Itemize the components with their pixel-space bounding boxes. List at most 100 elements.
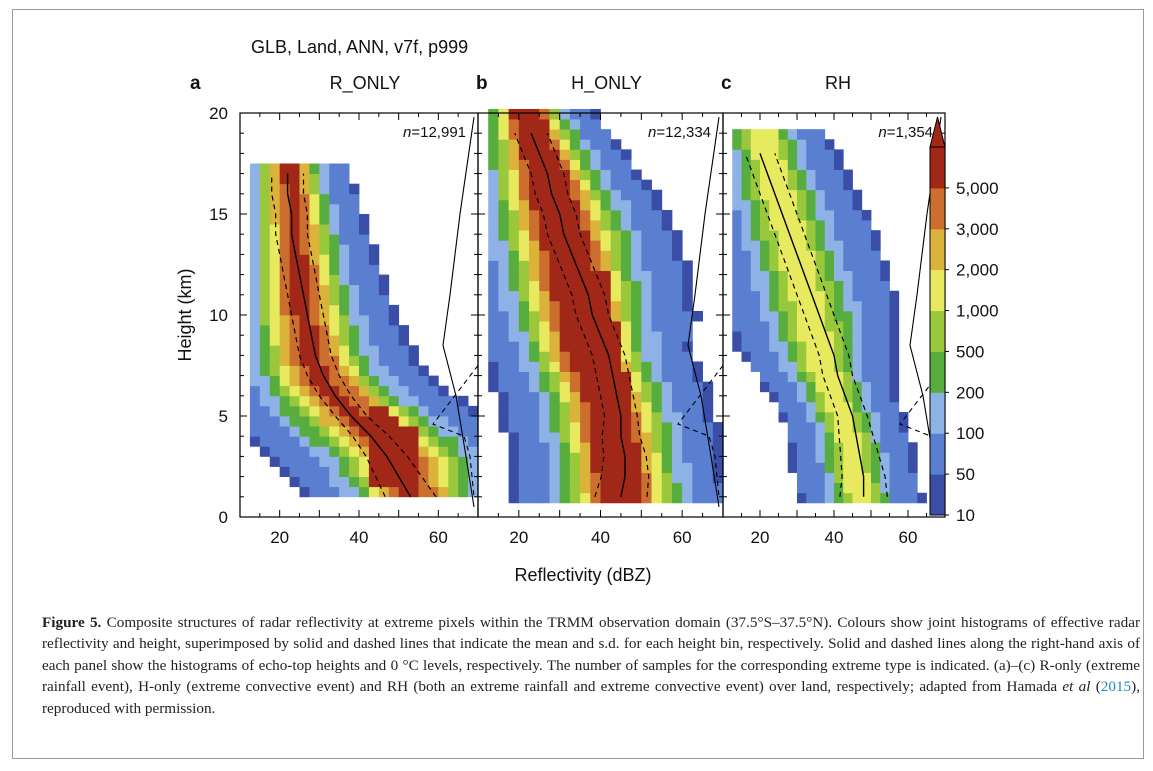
heatmap-cell xyxy=(309,456,320,467)
heatmap-cell xyxy=(797,199,807,211)
heatmap-cell xyxy=(549,411,561,423)
heatmap-cell xyxy=(508,209,520,221)
heatmap-cell xyxy=(871,280,881,292)
heatmap-cell xyxy=(559,300,571,312)
heatmap-cell xyxy=(329,436,340,447)
heatmap-cell xyxy=(889,472,900,484)
colorbar-segment xyxy=(930,351,945,393)
heatmap-cell xyxy=(787,129,798,140)
heatmap-cell xyxy=(299,446,310,457)
heatmap-cell xyxy=(843,361,853,372)
heatmap-cell xyxy=(559,108,571,120)
citation-link[interactable]: 2015 xyxy=(1100,678,1132,696)
heatmap-cell xyxy=(806,199,816,211)
heatmap-cell xyxy=(458,395,469,407)
heatmap-cell xyxy=(529,230,540,241)
heatmap-cell xyxy=(289,385,300,397)
heatmap-cell xyxy=(559,341,571,352)
heatmap-cell xyxy=(368,335,380,346)
heatmap-cell xyxy=(702,472,714,484)
heatmap-cell xyxy=(388,365,400,376)
heatmap-cell xyxy=(339,183,350,195)
heatmap-cell xyxy=(661,341,673,352)
heatmap-cell xyxy=(279,385,290,397)
heatmap-cell xyxy=(641,199,652,211)
heatmap-cell xyxy=(468,446,479,457)
heatmap-cell xyxy=(671,361,683,372)
heatmap-cell xyxy=(508,199,520,211)
heatmap-cell xyxy=(692,381,703,393)
heatmap-cell xyxy=(750,331,761,342)
heatmap-cell xyxy=(549,310,561,322)
heatmap-cell xyxy=(529,280,540,292)
heatmap-cell xyxy=(824,452,835,463)
heatmap-cell xyxy=(610,300,622,312)
heatmap-cell xyxy=(398,335,409,346)
heatmap-cell xyxy=(269,193,281,205)
heatmap-cell xyxy=(368,315,380,326)
heatmap-cell xyxy=(750,240,761,251)
heatmap-cell xyxy=(682,361,693,372)
heatmap-cell xyxy=(797,351,807,362)
heatmap-cell xyxy=(269,416,281,427)
heatmap-cell xyxy=(620,401,632,413)
heatmap-cell xyxy=(861,492,872,504)
heatmap-cell xyxy=(569,300,581,312)
heatmap-cell xyxy=(488,321,499,332)
heatmap-cell xyxy=(834,381,844,393)
heatmap-cell xyxy=(289,315,300,326)
heatmap-cell xyxy=(692,361,703,372)
heatmap-cell xyxy=(682,300,693,312)
heatmap-cell xyxy=(692,310,703,322)
heatmap-cell xyxy=(508,442,520,453)
heatmap-cell xyxy=(508,391,520,403)
heatmap-cell xyxy=(398,385,409,397)
heatmap-cell xyxy=(852,432,863,443)
heatmap-cell xyxy=(518,321,530,332)
heatmap-cell xyxy=(651,270,663,282)
heatmap-cell xyxy=(889,321,900,332)
heatmap-cell xyxy=(651,321,663,332)
heatmap-cell xyxy=(778,401,789,413)
heatmap-cell xyxy=(259,325,271,336)
heatmap-cell xyxy=(651,371,663,383)
heatmap-cell xyxy=(498,351,510,362)
heatmap-cell xyxy=(488,250,499,261)
heatmap-cell xyxy=(378,416,390,427)
heatmap-cell xyxy=(279,304,290,316)
heatmap-cell xyxy=(518,108,530,120)
heatmap-cell xyxy=(378,456,390,467)
heatmap-cell xyxy=(834,351,844,362)
heatmap-cell xyxy=(339,244,350,255)
heatmap-cell xyxy=(368,436,380,447)
heatmap-cell xyxy=(259,315,271,326)
heatmap-cell xyxy=(651,230,663,241)
heatmap-cell xyxy=(339,274,350,286)
heatmap-cell xyxy=(631,280,642,292)
heatmap-cell xyxy=(590,401,601,413)
heatmap-cell xyxy=(299,214,310,225)
heatmap-cell xyxy=(806,442,816,453)
heatmap-cell xyxy=(871,270,881,282)
heatmap-cell xyxy=(349,365,360,376)
heatmap-cell xyxy=(319,193,330,205)
heatmap-cell xyxy=(438,466,449,477)
heatmap-cell xyxy=(760,220,770,231)
heatmap-cell xyxy=(349,203,360,215)
heatmap-cell xyxy=(590,169,601,181)
heatmap-cell xyxy=(539,422,550,433)
heatmap-cell xyxy=(732,169,742,181)
heatmap-cell xyxy=(438,456,449,467)
heatmap-cell xyxy=(299,476,310,488)
heatmap-cell xyxy=(498,169,510,181)
heatmap-cell xyxy=(319,416,330,427)
heatmap-cell xyxy=(671,422,683,433)
heatmap-cell xyxy=(671,351,683,362)
heatmap-cell xyxy=(692,462,703,473)
heatmap-cell xyxy=(368,486,380,498)
heatmap-cell xyxy=(319,234,330,245)
heatmap-cell xyxy=(682,472,693,484)
heatmap-cell xyxy=(750,300,761,312)
heatmap-cell xyxy=(843,482,853,494)
heatmap-cell xyxy=(569,260,581,271)
